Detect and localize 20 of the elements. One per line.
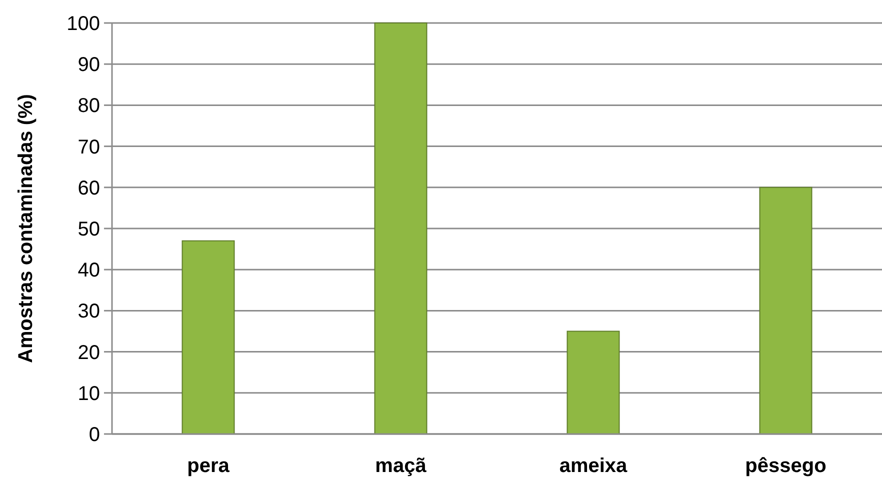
x-tick-label: ameixa bbox=[559, 455, 628, 477]
x-tick-label: pêssego bbox=[745, 455, 826, 477]
y-tick-label: 20 bbox=[78, 342, 100, 364]
y-tick-label: 60 bbox=[78, 177, 100, 200]
y-tick-label: 50 bbox=[78, 218, 100, 240]
y-tick-label: 70 bbox=[78, 136, 100, 158]
bar bbox=[182, 240, 235, 434]
y-tick-label: 90 bbox=[78, 54, 100, 76]
y-axis-title: Amostras contaminadas (%) bbox=[15, 94, 37, 363]
y-tick-label: 80 bbox=[78, 95, 100, 118]
x-tick-label: pera bbox=[187, 455, 230, 477]
y-tick-label: 100 bbox=[66, 13, 100, 35]
x-tick-label: maçã bbox=[375, 455, 428, 477]
y-tick-label: 10 bbox=[78, 382, 100, 405]
y-tick-label: 0 bbox=[88, 424, 100, 446]
bar bbox=[566, 330, 620, 434]
y-tick-label: 30 bbox=[78, 300, 100, 323]
bar bbox=[759, 186, 812, 434]
y-tick-label: 40 bbox=[78, 260, 100, 282]
bar bbox=[374, 22, 428, 434]
